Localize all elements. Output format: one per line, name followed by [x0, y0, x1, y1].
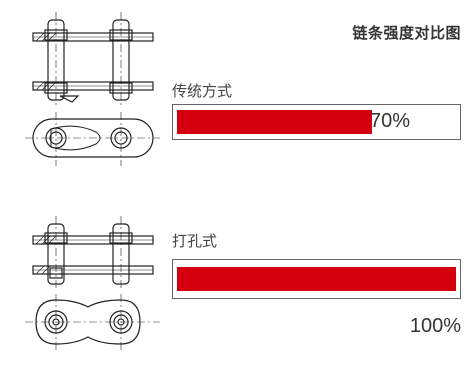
bar-label-punched: 打孔式 [172, 232, 218, 250]
punched-link-front-view [25, 294, 160, 350]
traditional-link-side-view [32, 12, 154, 108]
value-label-punched: 100% [409, 315, 461, 337]
bar-traditional [177, 110, 373, 134]
chain-link-drawings [25, 12, 160, 350]
value-label-traditional: 70% [370, 110, 411, 132]
punched-link-side-view [32, 216, 154, 290]
bar-frame-punched [172, 259, 461, 299]
bar-label-traditional: 传统方式 [172, 82, 233, 100]
traditional-link-front-view [25, 112, 160, 166]
chart-title: 链条强度对比图 [352, 24, 461, 42]
bar-punched [177, 267, 456, 291]
bar-frame-traditional [172, 104, 461, 140]
